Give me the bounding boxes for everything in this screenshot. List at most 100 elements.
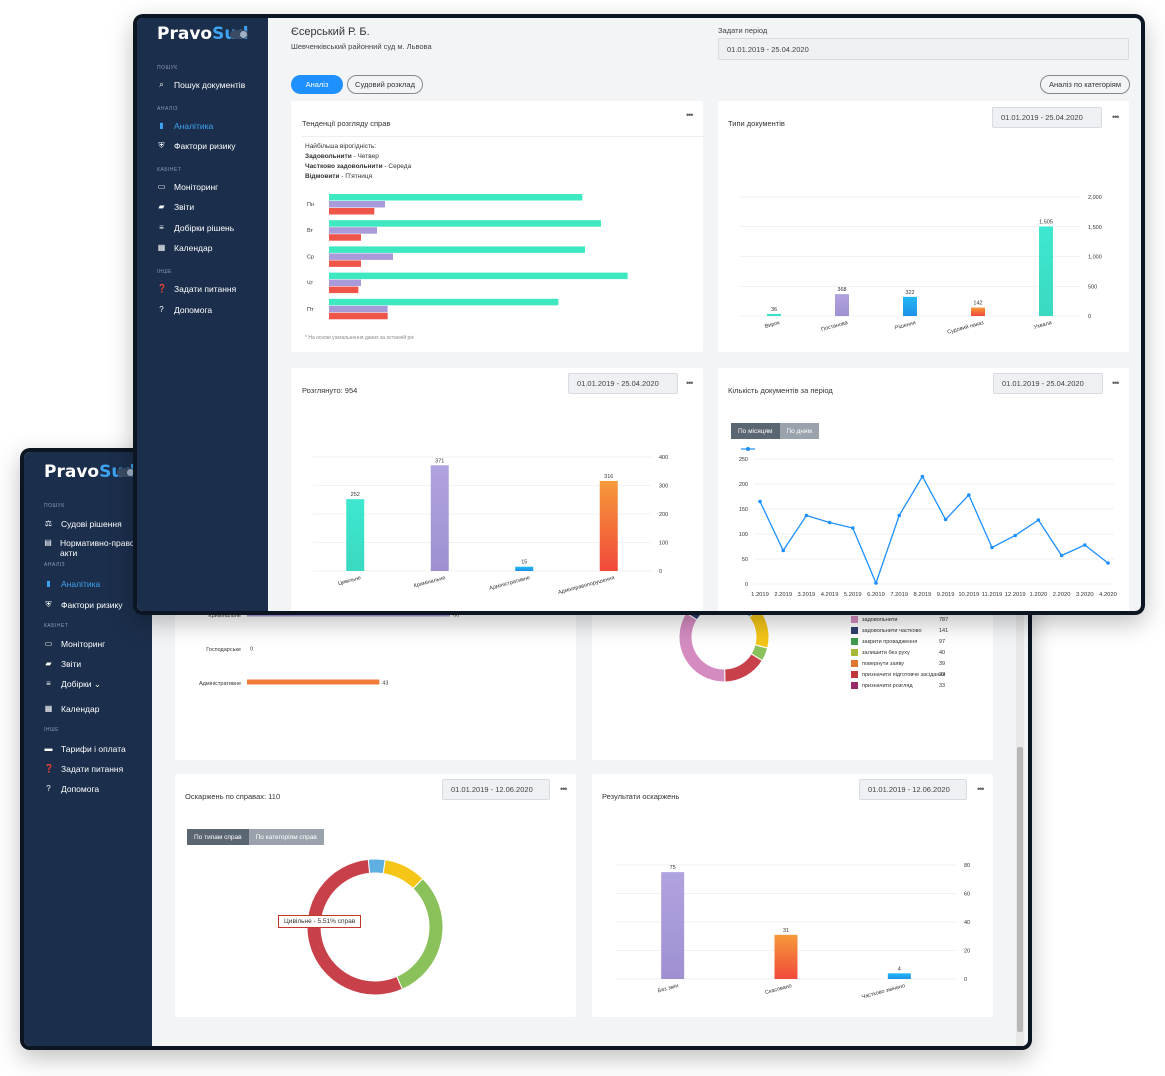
back-theme-toggle[interactable] [117,468,135,477]
legend-item[interactable]: залишити без руху 40 [851,649,981,656]
donut-slice [748,608,770,649]
x-tick-label: Адміністративне [489,575,531,592]
legend-swatch [851,616,858,623]
front-nav-search-docs[interactable]: ⌕ Пошук документів [157,80,245,90]
x-tick-label: Адмінправопорушення [557,575,615,596]
legend-value: 787 [939,616,949,623]
considered-menu-icon[interactable]: ••• [686,378,694,388]
front-nav-ask[interactable]: ❓ Задати питання [157,284,237,294]
data-point [990,545,994,550]
legend-item[interactable]: призначити підготовче засідання 22 [851,671,981,678]
trends-title: Тенденції розгляду справ [302,119,391,128]
back-nav-risk[interactable]: ⛨ Фактори ризику [45,600,123,610]
front-nav-collections[interactable]: ≡ Добірки рішень [157,223,234,233]
calendar-icon: ▦ [157,243,166,252]
tab-by-categories[interactable]: По категоріям справ [248,829,324,845]
trend-bar [329,279,361,287]
y-tick-label: 200 [739,482,748,488]
bar-value-label: 252 [351,492,360,498]
appeals-date-picker[interactable]: 01.01.2019 - 12.06.2020 [442,779,550,800]
y-tick-label: 1,500 [1088,225,1102,231]
trend-bar [329,201,385,208]
trend-bar [329,286,359,294]
back-section-analysis: АНАЛІЗ [44,562,66,568]
front-theme-toggle[interactable] [230,30,248,39]
front-nav-reports[interactable]: ▰ Звіти [158,202,195,212]
legend-item[interactable]: задовольнити 787 [851,616,981,623]
x-tick-label: 5.2019 [844,592,862,598]
tab-by-types[interactable]: По типам справ [187,829,249,845]
y-tick-label: 0 [964,977,967,983]
doc-count-card: Кількість документів за період 01.01.201… [718,368,1129,611]
data-point [1013,533,1017,538]
considered-chart: 0 100 200 300 400 252 Цивільне 371 Кримінальне 15… [313,455,668,596]
back-nav-monitoring[interactable]: ▭ Моніторинг [44,639,106,649]
legend-item[interactable]: призначити розгляд 33 [851,682,981,689]
donut-slice [396,877,444,990]
legend-item[interactable]: задовольнити частково 141 [851,627,981,634]
trend-bar [329,298,559,306]
legend-item[interactable]: закрити провадження 97 [851,638,981,645]
front-nav-risk[interactable]: ⛨ Фактори ризику [158,141,236,151]
trend-day-label: Чт [307,281,314,287]
period-input[interactable]: 01.01.2019 - 25.04.2020 [718,38,1129,60]
appeals-donut-chart [306,858,444,996]
back-nav-analytics[interactable]: ▮ Аналітика [44,579,100,589]
legend-label: призначити розгляд [862,682,913,689]
appeals-results-card: Результати оскаржень 01.01.2019 - 12.06.… [592,774,993,1017]
back-nav-help[interactable]: ? Допомога [44,784,99,794]
trend-bar [329,208,375,215]
trend-bar [329,253,393,260]
trend-bar [329,234,361,241]
x-tick-label: Без змін [657,983,679,994]
question-icon: ❓ [157,284,167,293]
x-tick-label: 1.2019 [751,592,769,598]
data-point [1083,543,1087,547]
back-scrollbar[interactable] [1016,452,1024,1046]
court-name: Шевченківський районний суд м. Львова [291,42,432,51]
tab-by-months[interactable]: По місяцям [731,423,780,439]
considered-card: Розглянуто: 954 01.01.2019 - 25.04.2020 … [291,368,703,611]
front-nav-monitoring[interactable]: ▭ Моніторинг [157,182,219,192]
doc-types-menu-icon[interactable]: ••• [1112,112,1120,122]
bar-value-label: 322 [905,290,914,296]
y-tick-label: 100 [739,532,748,538]
tab-by-days[interactable]: По дням [779,423,819,439]
trends-menu-icon[interactable]: ••• [686,110,694,120]
x-tick-label: Вирок [764,320,781,330]
front-nav-analytics[interactable]: ▮ Аналітика [157,121,213,131]
doc-count-menu-icon[interactable]: ••• [1112,378,1120,388]
trends-line-2: Частково задовольнити - Середа [305,163,412,170]
front-nav-calendar[interactable]: ▦ Календар [157,243,213,253]
analysis-by-category-button[interactable]: Аналіз по категоріям [1040,75,1130,94]
legend-value: 33 [939,682,946,689]
back-nav-calendar[interactable]: ▦ Календар [44,704,100,714]
bar-value-label: 371 [435,458,444,464]
appeals-results-menu-icon[interactable]: ••• [977,784,985,794]
data-point [1059,553,1064,558]
x-tick-label: 10.2019 [958,592,979,598]
back-nav-ask[interactable]: ❓ Задати питання [44,764,124,774]
appeals-results-date-picker[interactable]: 01.01.2019 - 12.06.2020 [859,779,967,800]
back-nav-collections[interactable]: ≡ Добірки ⌄ [44,679,101,690]
legend-swatch [851,660,858,667]
doc-types-chart: 0 500 1,000 1,500 2,000 36 Вирок 368 Постанова 32… [740,195,1102,336]
case-type-label: Адміністративне [199,681,241,687]
back-nav-court-decisions[interactable]: ⚖ Судові рішення [44,519,122,529]
doc-types-date-picker[interactable]: 01.01.2019 - 25.04.2020 [992,107,1102,128]
shield-icon: ⛨ [45,600,52,609]
trend-day-label: Вт [307,228,313,234]
back-nav-tariffs[interactable]: ▬ Тарифи і оплата [44,744,126,754]
back-nav-reports[interactable]: ▰ Звіти [45,659,82,669]
bar [971,307,985,316]
tab-analysis[interactable]: Аналіз [291,75,343,94]
legend-item[interactable]: повернути заяву 39 [851,660,981,667]
front-nav-help[interactable]: ? Допомога [157,305,212,315]
data-point [897,513,901,518]
considered-date-picker[interactable]: 01.01.2019 - 25.04.2020 [568,373,678,394]
doc-count-date-picker[interactable]: 01.01.2019 - 25.04.2020 [993,373,1103,394]
appeals-menu-icon[interactable]: ••• [560,784,568,794]
trends-prob-label: Найбільша вірогідність: [305,143,377,150]
back-nav-normative[interactable]: ▤ Нормативно-правові акти [44,538,142,558]
tab-court-schedule[interactable]: Судовий розклад [347,75,423,94]
